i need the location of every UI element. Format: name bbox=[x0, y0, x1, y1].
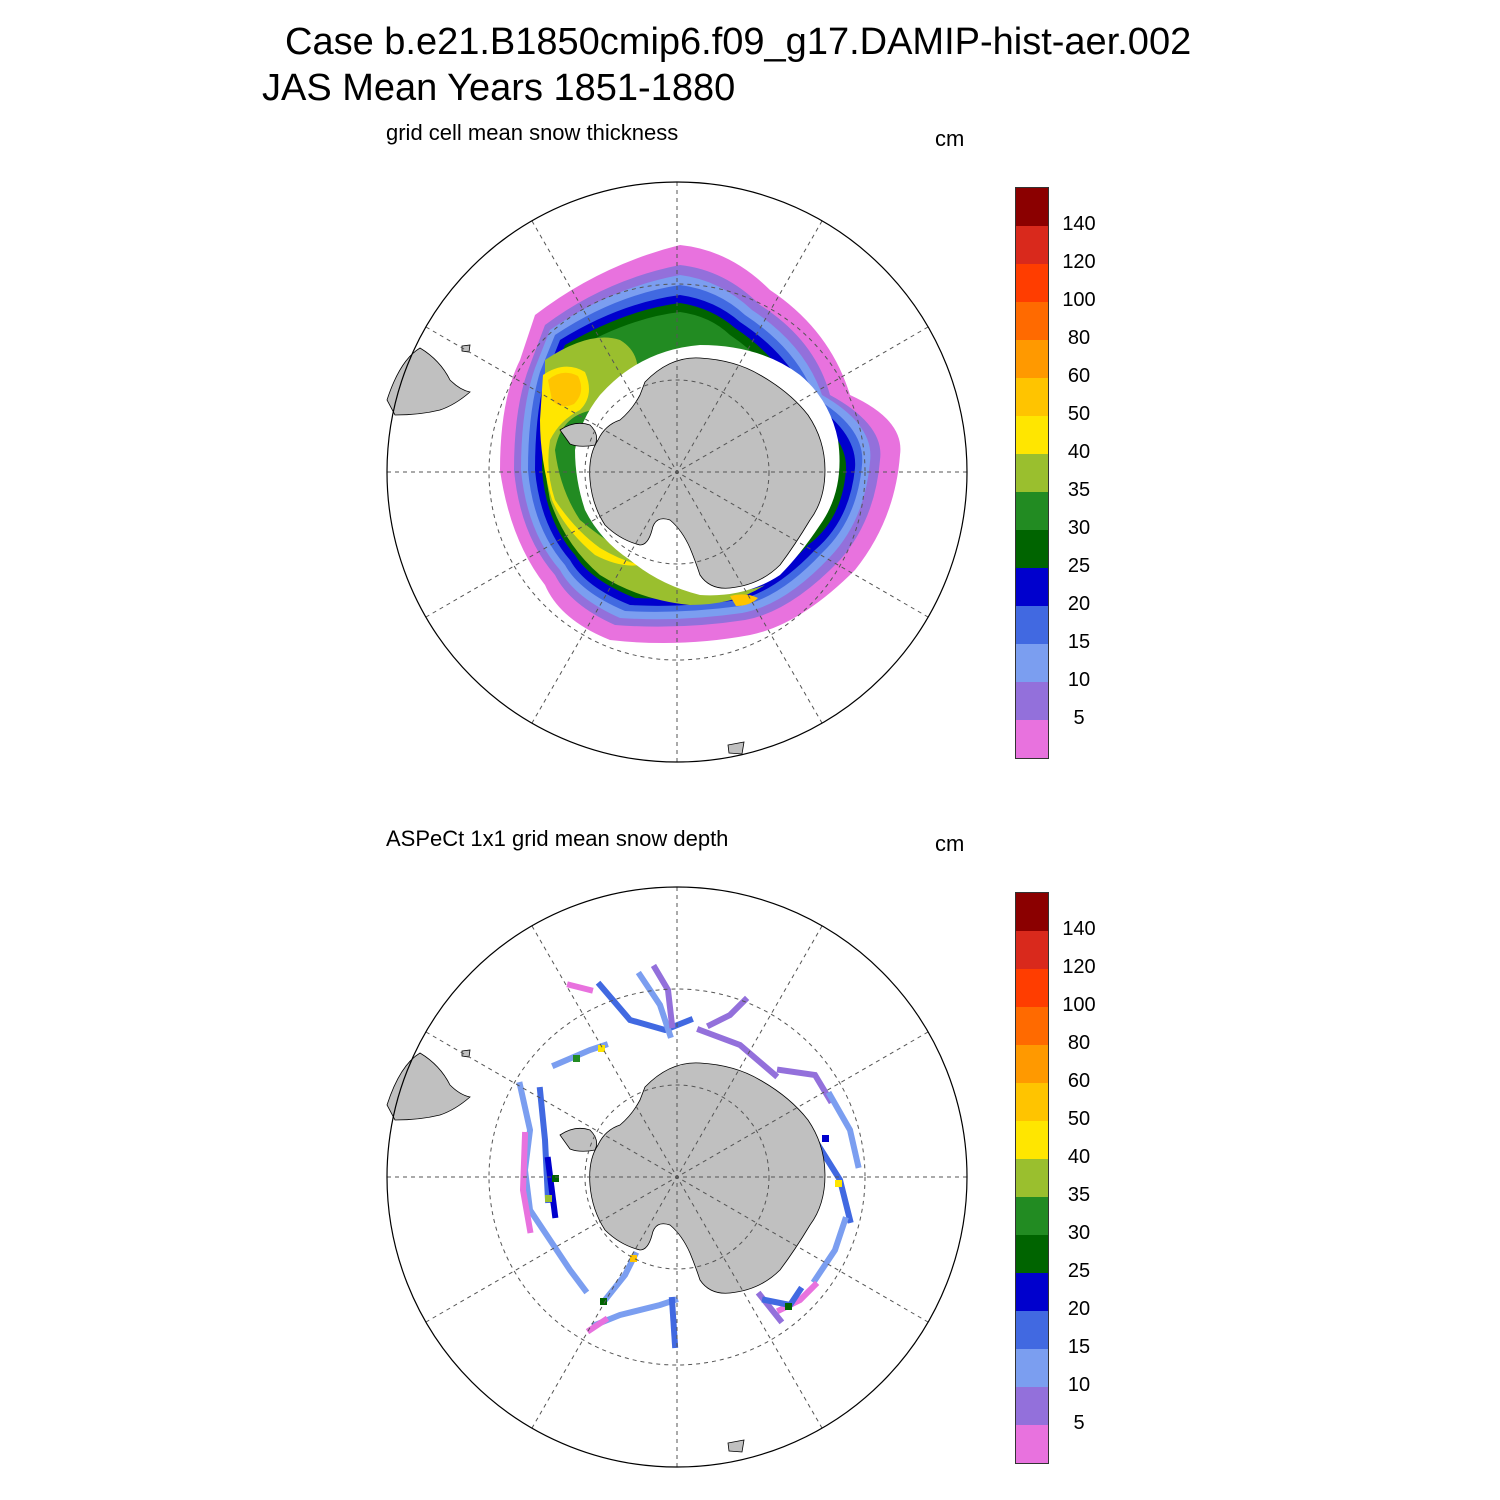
colorbar-segment bbox=[1016, 1387, 1048, 1425]
kerguelen-2 bbox=[727, 1439, 745, 1453]
colorbar-segment bbox=[1016, 492, 1048, 530]
antarctica-landmass-2 bbox=[559, 1062, 826, 1294]
colorbar-2 bbox=[1015, 892, 1049, 1464]
obs-track-i bbox=[705, 995, 750, 1030]
colorbar-tick-label: 50 bbox=[1067, 403, 1091, 425]
obs-track-g bbox=[635, 970, 674, 1039]
colorbar-tick-label: 35 bbox=[1067, 479, 1091, 501]
panel-2-unit: cm bbox=[935, 831, 965, 856]
colorbar-tick-label: 15 bbox=[1067, 631, 1091, 653]
obs-track-d bbox=[544, 1156, 559, 1219]
obs-highlights bbox=[545, 1045, 842, 1310]
colorbar-tick-label: 40 bbox=[1067, 1146, 1091, 1168]
obs-track-u bbox=[668, 1296, 679, 1349]
colorbar-segment bbox=[1016, 264, 1048, 302]
south-america-2 bbox=[386, 1052, 471, 1121]
snow-band-50-60b bbox=[730, 594, 758, 606]
figure-title-period: JAS Mean Years 1851-1880 bbox=[262, 67, 736, 109]
panel-1-unit: cm bbox=[935, 126, 965, 151]
colorbar-segment bbox=[1016, 568, 1048, 606]
colorbar-segment bbox=[1016, 969, 1048, 1007]
obs-track-k bbox=[566, 981, 594, 994]
map-border-2 bbox=[386, 886, 968, 1468]
map-border-1 bbox=[386, 181, 968, 763]
colorbar-tick-label: 40 bbox=[1067, 441, 1091, 463]
colorbar-segment bbox=[1016, 378, 1048, 416]
colorbar-tick-label: 50 bbox=[1067, 1108, 1091, 1130]
colorbar-segment bbox=[1016, 454, 1048, 492]
colorbar-tick-label: 20 bbox=[1067, 593, 1091, 615]
colorbar-tick-label: 5 bbox=[1073, 1412, 1085, 1434]
colorbar-tick-label: 25 bbox=[1067, 1260, 1091, 1282]
graticule-1 bbox=[387, 182, 967, 762]
obs-track-j bbox=[696, 1026, 780, 1080]
colorbar-segment bbox=[1016, 720, 1048, 758]
colorbar-tick-label: 140 bbox=[1062, 213, 1096, 235]
colorbar-tick-label: 140 bbox=[1062, 918, 1096, 940]
colorbar-tick-label: 15 bbox=[1067, 1336, 1091, 1358]
colorbar-segment bbox=[1016, 606, 1048, 644]
colorbar-segment bbox=[1016, 1007, 1048, 1045]
colorbar-segment bbox=[1016, 416, 1048, 454]
colorbar-tick-label: 120 bbox=[1062, 251, 1096, 273]
obs-track-r bbox=[761, 1285, 805, 1309]
colorbar-segment bbox=[1016, 1235, 1048, 1273]
figure-title-case: Case b.e21.B1850cmip6.f09_g17.DAMIP-hist… bbox=[285, 21, 1192, 63]
colorbar-tick-label: 80 bbox=[1067, 327, 1091, 349]
colorbar-segment bbox=[1016, 1425, 1048, 1463]
colorbar-segment bbox=[1016, 1045, 1048, 1083]
colorbar-tick-label: 120 bbox=[1062, 956, 1096, 978]
colorbar-segment bbox=[1016, 1197, 1048, 1235]
antarctica-landmass-1 bbox=[559, 357, 826, 589]
colorbar-segment bbox=[1016, 340, 1048, 378]
obs-track-t bbox=[585, 1315, 610, 1335]
colorbar-tick-label: 30 bbox=[1067, 1222, 1091, 1244]
colorbar-tick-label: 10 bbox=[1067, 669, 1091, 691]
kerguelen-1 bbox=[727, 741, 745, 755]
colorbar-segment bbox=[1016, 893, 1048, 931]
obs-track-o bbox=[810, 1216, 849, 1285]
snow-band-50-60 bbox=[548, 372, 582, 407]
obs-track-b bbox=[519, 1131, 534, 1234]
colorbar-tick-label: 5 bbox=[1073, 707, 1085, 729]
colorbar-segment bbox=[1016, 931, 1048, 969]
colorbar-segment bbox=[1016, 302, 1048, 340]
colorbar-tick-label: 10 bbox=[1067, 1374, 1091, 1396]
colorbar-tick-label: 30 bbox=[1067, 517, 1091, 539]
panel-1-title: grid cell mean snow thickness bbox=[386, 120, 679, 145]
colorbar-segment bbox=[1016, 1159, 1048, 1197]
colorbar-tick-label: 60 bbox=[1067, 1070, 1091, 1092]
colorbar-segment bbox=[1016, 226, 1048, 264]
colorbar-tick-label: 25 bbox=[1067, 555, 1091, 577]
obs-track-l bbox=[776, 1066, 835, 1105]
colorbar-segment bbox=[1016, 1349, 1048, 1387]
colorbar-segment bbox=[1016, 530, 1048, 568]
snow-band-40-50 bbox=[540, 366, 640, 566]
panel-2-title: ASPeCt 1x1 grid mean snow depth bbox=[386, 826, 729, 851]
obs-track-a bbox=[516, 1081, 590, 1295]
colorbar-tick-label: 35 bbox=[1067, 1184, 1091, 1206]
obs-track-h bbox=[650, 963, 676, 1029]
colorbar-segment bbox=[1016, 188, 1048, 226]
colorbar-segment bbox=[1016, 1083, 1048, 1121]
colorbar-tick-label: 20 bbox=[1067, 1298, 1091, 1320]
colorbar-tick-label: 100 bbox=[1062, 994, 1096, 1016]
colorbar-segment bbox=[1016, 1121, 1048, 1159]
south-america-1 bbox=[386, 347, 471, 416]
colorbar-segment bbox=[1016, 1273, 1048, 1311]
polar-map-observed bbox=[516, 963, 862, 1349]
colorbar-tick-label: 100 bbox=[1062, 289, 1096, 311]
obs-track-m bbox=[825, 1090, 862, 1169]
colorbar-segment bbox=[1016, 682, 1048, 720]
colorbar-segment bbox=[1016, 644, 1048, 682]
colorbar-segment bbox=[1016, 1311, 1048, 1349]
obs-track-c bbox=[536, 1086, 552, 1204]
colorbar-1 bbox=[1015, 187, 1049, 759]
colorbar-tick-label: 60 bbox=[1067, 365, 1091, 387]
colorbar-tick-label: 80 bbox=[1067, 1032, 1091, 1054]
graticule-2 bbox=[387, 887, 967, 1467]
